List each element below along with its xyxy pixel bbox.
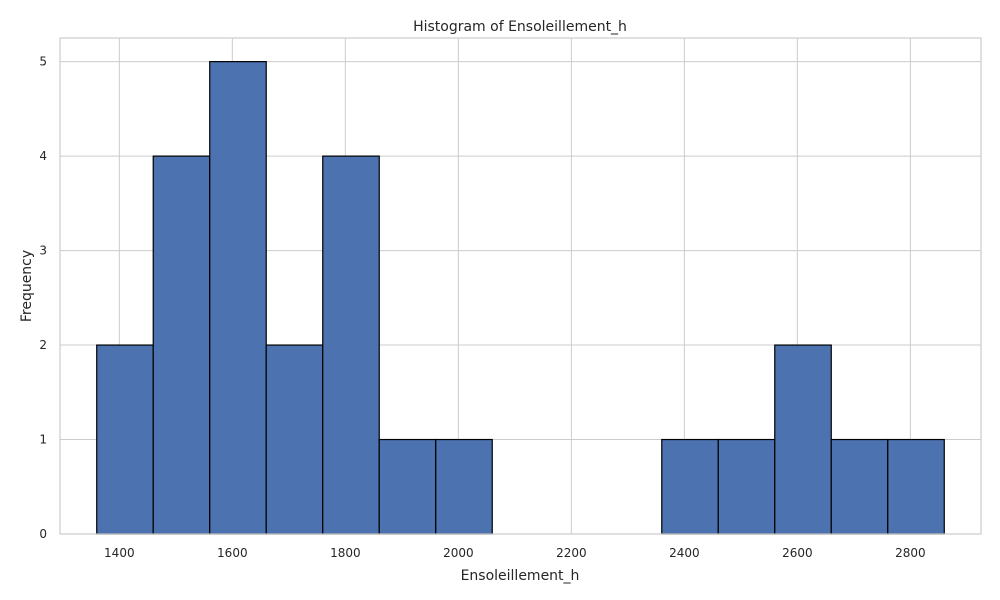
- histogram-bars: [96, 61, 945, 535]
- y-axis-label: Frequency: [19, 250, 35, 322]
- histogram-bar: [152, 155, 211, 535]
- x-tick-label: 1600: [217, 546, 248, 560]
- y-tick-label: 0: [39, 527, 47, 541]
- plot-frame: [59, 37, 982, 535]
- histogram-bar: [378, 438, 437, 535]
- y-tick-label: 1: [39, 433, 47, 447]
- histogram-bar: [887, 438, 945, 535]
- histogram-bar: [661, 438, 719, 535]
- y-tick-label: 3: [39, 244, 47, 258]
- y-tick-label: 5: [39, 55, 47, 69]
- x-tick-label: 1400: [104, 546, 135, 560]
- histogram-bar: [96, 344, 154, 535]
- x-tick-label: 2000: [443, 546, 474, 560]
- x-tick-label: 2400: [669, 546, 700, 560]
- x-tick-labels: 1400 1600 1800 2000 2200 2400 2600 2800: [104, 546, 926, 560]
- histogram-bar: [435, 438, 493, 535]
- histogram-bar: [830, 438, 889, 535]
- histogram-bar: [717, 438, 776, 535]
- x-tick-label: 2800: [895, 546, 926, 560]
- histogram-bar: [209, 61, 267, 535]
- histogram-bar: [322, 155, 380, 535]
- histogram-bar: [265, 344, 324, 535]
- x-tick-label: 1800: [330, 546, 361, 560]
- y-tick-label: 4: [39, 149, 47, 163]
- y-tick-labels: 0 1 2 3 4 5: [39, 55, 47, 541]
- x-axis-label: Ensoleillement_h: [461, 568, 580, 584]
- x-tick-label: 2600: [782, 546, 813, 560]
- histogram-bar: [774, 344, 832, 535]
- chart-title: Histogram of Ensoleillement_h: [413, 19, 627, 35]
- y-tick-label: 2: [39, 338, 47, 352]
- x-tick-label: 2200: [556, 546, 587, 560]
